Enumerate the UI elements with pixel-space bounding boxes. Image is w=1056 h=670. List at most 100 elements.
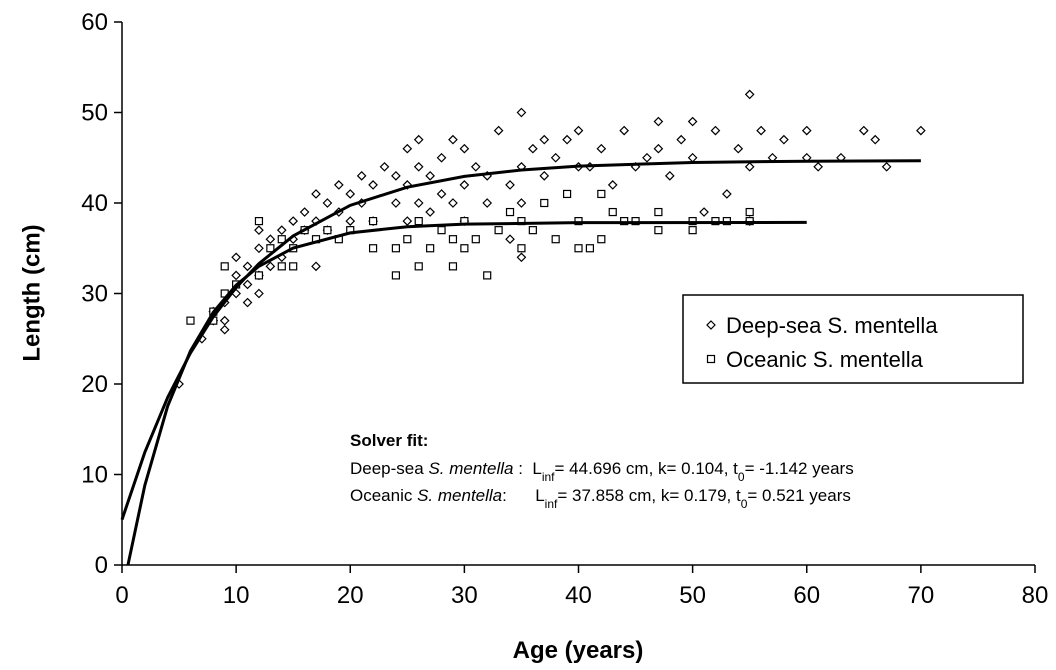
point <box>391 198 401 208</box>
x-tick-label: 0 <box>115 582 128 609</box>
fit-line <box>126 220 807 566</box>
point <box>379 161 390 172</box>
point <box>870 134 881 145</box>
point <box>688 226 697 235</box>
point <box>277 235 286 244</box>
point <box>459 180 470 190</box>
point <box>539 171 550 181</box>
point <box>254 243 264 254</box>
annotation-segment: 0 <box>738 470 745 484</box>
point <box>219 324 230 335</box>
annotation-segment: Oceanic <box>350 486 417 505</box>
annotation-segment: : L <box>513 459 541 478</box>
point <box>322 198 333 208</box>
point <box>436 189 447 199</box>
legend-marker <box>706 320 716 330</box>
point <box>550 152 561 163</box>
point <box>493 125 504 136</box>
point <box>311 261 321 272</box>
annotation-segment: = 44.696 cm, k= 0.104, t <box>555 459 739 478</box>
point <box>483 271 492 280</box>
point <box>368 180 378 190</box>
point <box>391 244 400 253</box>
point <box>562 134 572 145</box>
point <box>687 116 698 127</box>
point <box>653 116 664 127</box>
point <box>528 226 537 235</box>
point <box>345 189 356 199</box>
point <box>494 226 503 235</box>
y-axis-title: Length (cm) <box>18 224 45 361</box>
annotation-line: Deep-sea S. mentella : Linf= 44.696 cm, … <box>350 459 854 484</box>
point <box>414 217 423 226</box>
x-tick-label: 60 <box>793 582 820 609</box>
point <box>413 198 424 208</box>
point <box>539 134 550 145</box>
point <box>574 217 583 226</box>
annotation-segment: S. mentella <box>417 486 502 505</box>
point <box>333 180 344 190</box>
annotation-segment: inf <box>545 497 558 511</box>
point <box>266 244 275 253</box>
y-tick-label: 40 <box>81 190 108 217</box>
point <box>448 235 458 244</box>
x-tick-label: 30 <box>451 582 478 609</box>
point <box>299 207 310 217</box>
annotation-title: Solver fit: <box>350 431 428 450</box>
point <box>231 252 241 263</box>
point <box>653 143 664 154</box>
point <box>470 161 481 172</box>
point <box>425 171 435 181</box>
point <box>413 134 424 145</box>
y-tick-label: 50 <box>81 100 108 127</box>
annotation-segment: = 0.521 years <box>747 486 851 505</box>
annotation-segment: inf <box>542 470 555 484</box>
point <box>916 125 926 136</box>
point <box>471 235 480 244</box>
point <box>597 189 606 199</box>
point <box>654 226 663 235</box>
point <box>516 107 527 118</box>
point <box>254 271 264 280</box>
x-tick-label: 10 <box>223 582 250 609</box>
point <box>676 134 687 145</box>
point <box>801 125 812 136</box>
annotation-segment: 0 <box>741 497 748 511</box>
point <box>756 125 766 136</box>
point <box>516 252 527 263</box>
point <box>426 244 435 253</box>
point <box>517 244 526 253</box>
point <box>368 217 378 226</box>
point <box>368 244 378 253</box>
annotation-segment: = 37.858 cm, k= 0.179, t <box>557 486 741 505</box>
legend-label: Deep-sea S. mentella <box>726 313 938 338</box>
x-tick-label: 20 <box>337 582 364 609</box>
x-tick-label: 40 <box>565 582 592 609</box>
point <box>276 225 287 235</box>
point <box>391 171 401 181</box>
x-tick-label: 80 <box>1022 582 1049 609</box>
point <box>265 261 276 272</box>
point <box>710 125 721 136</box>
point <box>596 143 607 154</box>
point <box>345 216 356 226</box>
legend-marker <box>706 354 716 364</box>
point <box>733 143 744 154</box>
point <box>265 234 276 245</box>
x-tick-label: 70 <box>908 582 935 609</box>
point <box>254 288 264 299</box>
point <box>437 226 446 235</box>
point <box>219 315 230 326</box>
x-axis-title: Age (years) <box>513 637 644 664</box>
y-tick-label: 30 <box>81 281 108 308</box>
point <box>448 134 458 145</box>
legend-label: Oceanic S. mentella <box>726 347 924 372</box>
point <box>505 207 515 217</box>
point <box>289 262 298 271</box>
point <box>664 171 675 181</box>
point <box>323 226 332 235</box>
point <box>619 125 629 136</box>
point <box>402 216 413 226</box>
point <box>744 89 755 100</box>
point <box>413 161 424 172</box>
